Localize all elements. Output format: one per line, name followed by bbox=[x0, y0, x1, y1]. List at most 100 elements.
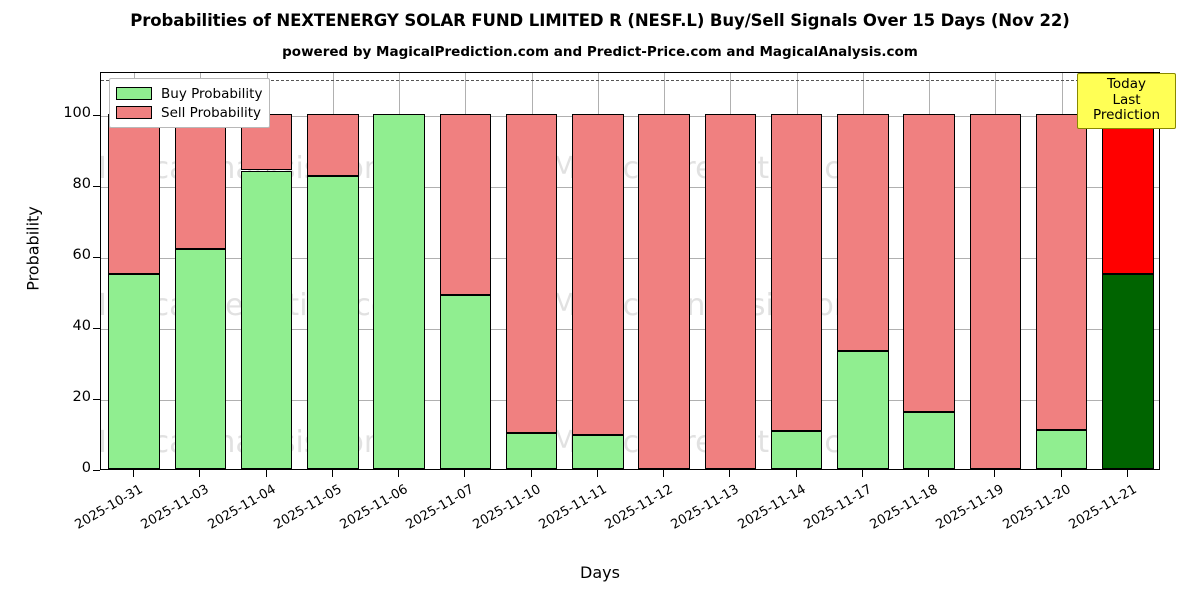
bar-segment-buy[interactable] bbox=[439, 294, 492, 469]
bar-segment-sell[interactable] bbox=[903, 113, 955, 413]
bar-group[interactable] bbox=[1102, 73, 1154, 469]
y-axis-tick-mark bbox=[93, 398, 100, 400]
today-annotation: Today Last Prediction bbox=[1077, 73, 1176, 129]
x-axis-tick-mark bbox=[663, 470, 665, 477]
legend-label-buy: Buy Probability bbox=[161, 85, 263, 102]
x-axis-tick-mark bbox=[729, 470, 731, 477]
bar-segment-sell[interactable] bbox=[770, 113, 823, 431]
bar-segment-buy[interactable] bbox=[174, 248, 227, 469]
bar-segment-buy[interactable] bbox=[770, 430, 823, 469]
bar-segment-sell[interactable] bbox=[505, 113, 558, 434]
x-axis-tick-label: 2025-11-19 bbox=[933, 482, 1007, 533]
bar-group[interactable] bbox=[638, 73, 690, 469]
x-axis-tick-label: 2025-11-07 bbox=[403, 482, 477, 533]
x-axis-tick-label: 2025-11-17 bbox=[801, 482, 875, 533]
bar-segment-buy[interactable] bbox=[240, 170, 293, 469]
bar-group[interactable] bbox=[240, 73, 293, 469]
bar-group[interactable] bbox=[174, 73, 227, 469]
y-axis-label: Probability bbox=[23, 206, 43, 291]
bar-group[interactable] bbox=[307, 73, 359, 469]
legend-item-buy: Buy Probability bbox=[116, 84, 262, 103]
x-axis-tick-label: 2025-11-14 bbox=[735, 482, 809, 533]
bar-group[interactable] bbox=[969, 73, 1022, 469]
legend-label-sell: Sell Probability bbox=[161, 104, 262, 121]
bar-segment-buy[interactable] bbox=[307, 175, 359, 469]
x-axis-tick-mark bbox=[928, 470, 930, 477]
x-axis-tick-label: 2025-11-21 bbox=[1066, 482, 1140, 533]
bar-segment-sell[interactable] bbox=[174, 113, 227, 249]
x-axis-tick-mark bbox=[331, 470, 333, 477]
y-axis-tick-label: 40 bbox=[72, 317, 91, 334]
gridline-horizontal bbox=[101, 186, 1159, 188]
x-axis-tick-mark bbox=[199, 470, 201, 477]
y-axis-tick-label: 80 bbox=[72, 175, 91, 192]
chart-subtitle: powered by MagicalPrediction.com and Pre… bbox=[282, 44, 918, 60]
bar-segment-sell[interactable] bbox=[1035, 113, 1088, 430]
y-axis-tick-mark bbox=[93, 185, 100, 187]
bar-segment-buy[interactable] bbox=[108, 273, 160, 469]
bar-segment-buy[interactable] bbox=[1035, 429, 1088, 469]
plot-area: MagicalAnalysis.comMagicalPrediction.com… bbox=[100, 72, 1160, 470]
bar-group[interactable] bbox=[373, 73, 425, 469]
x-axis-tick-mark bbox=[464, 470, 466, 477]
gridline-horizontal bbox=[101, 328, 1159, 330]
x-axis-tick-mark bbox=[530, 470, 532, 477]
bar-group[interactable] bbox=[704, 73, 757, 469]
bar-group[interactable] bbox=[439, 73, 492, 469]
chart-legend: Buy Probability Sell Probability bbox=[109, 78, 271, 128]
today-annotation-line1: Today bbox=[1106, 76, 1147, 92]
y-axis-tick-label: 60 bbox=[72, 246, 91, 263]
y-axis-tick-label: 0 bbox=[81, 460, 91, 476]
x-axis-tick-label: 2025-11-04 bbox=[205, 482, 279, 533]
y-axis-tick-mark bbox=[93, 327, 100, 329]
y-axis-tick-mark bbox=[93, 256, 100, 258]
x-axis-tick-label: 2025-10-31 bbox=[72, 482, 146, 533]
bar-segment-sell[interactable] bbox=[1102, 113, 1154, 274]
bar-segment-buy[interactable] bbox=[572, 434, 624, 469]
bar-segment-buy[interactable] bbox=[373, 113, 425, 469]
bar-segment-buy[interactable] bbox=[837, 350, 889, 469]
y-axis-tick-label: 20 bbox=[72, 388, 91, 405]
bar-group[interactable] bbox=[572, 73, 624, 469]
bar-segment-buy[interactable] bbox=[903, 412, 955, 469]
bar-segment-sell[interactable] bbox=[572, 113, 624, 435]
x-axis-tick-label: 2025-11-10 bbox=[470, 482, 544, 533]
x-axis-tick-mark bbox=[265, 470, 267, 477]
x-axis-tick-label: 2025-11-06 bbox=[337, 482, 411, 533]
today-annotation-line2: Last Prediction bbox=[1092, 91, 1161, 124]
page-title: Probabilities of NEXTENERGY SOLAR FUND L… bbox=[130, 11, 1070, 30]
x-axis-tick-mark bbox=[398, 470, 400, 477]
bar-group[interactable] bbox=[108, 73, 160, 469]
gridline-horizontal bbox=[101, 257, 1159, 259]
bar-segment-sell[interactable] bbox=[704, 113, 757, 469]
bar-segment-buy[interactable] bbox=[1102, 273, 1154, 469]
legend-item-sell: Sell Probability bbox=[116, 103, 262, 122]
x-axis-tick-mark bbox=[861, 470, 863, 477]
threshold-line bbox=[101, 80, 1159, 82]
bar-group[interactable] bbox=[1035, 73, 1088, 469]
x-axis-tick-label: 2025-11-13 bbox=[668, 482, 742, 533]
x-axis-tick-mark bbox=[795, 470, 797, 477]
x-axis-label: Days bbox=[580, 563, 620, 582]
legend-swatch-sell bbox=[116, 106, 152, 119]
x-axis-tick-mark bbox=[1126, 470, 1128, 477]
bar-group[interactable] bbox=[837, 73, 889, 469]
y-axis-tick-mark bbox=[93, 470, 100, 471]
bar-segment-sell[interactable] bbox=[439, 113, 492, 295]
bar-segment-buy[interactable] bbox=[505, 433, 558, 469]
y-axis-tick-mark bbox=[93, 114, 100, 116]
x-axis-tick-label: 2025-11-12 bbox=[602, 482, 676, 533]
bar-group[interactable] bbox=[770, 73, 823, 469]
bar-segment-sell[interactable] bbox=[969, 113, 1022, 469]
x-axis-tick-mark bbox=[1060, 470, 1062, 477]
bar-segment-sell[interactable] bbox=[108, 113, 160, 274]
bar-group[interactable] bbox=[505, 73, 558, 469]
x-axis-tick-label: 2025-11-18 bbox=[867, 482, 941, 533]
bar-group[interactable] bbox=[903, 73, 955, 469]
bar-segment-sell[interactable] bbox=[837, 113, 889, 351]
x-axis-tick-label: 2025-11-03 bbox=[138, 482, 212, 533]
gridline-horizontal bbox=[101, 399, 1159, 401]
bar-segment-sell[interactable] bbox=[638, 113, 690, 469]
bar-segment-sell[interactable] bbox=[307, 113, 359, 176]
x-axis-tick-label: 2025-11-20 bbox=[1000, 482, 1074, 533]
